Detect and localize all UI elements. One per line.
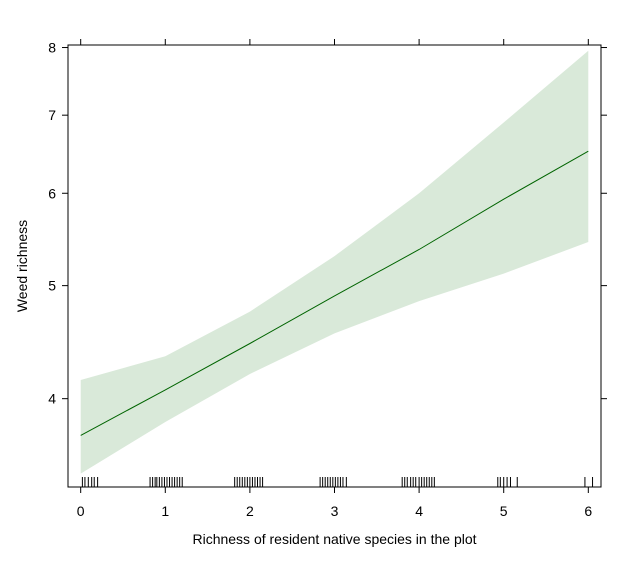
x-axis-ticks: 0 1 2 3 4 5 6 [77, 39, 592, 519]
x-tick-label: 1 [161, 503, 169, 519]
y-tick-label: 8 [48, 40, 56, 56]
y-axis-label: Weed richness [14, 220, 30, 312]
y-tick-label: 6 [48, 185, 56, 201]
x-tick-label: 0 [77, 503, 85, 519]
y-tick-label: 5 [48, 278, 56, 294]
x-tick-label: 3 [331, 503, 339, 519]
x-axis-label: Richness of resident native species in t… [192, 531, 476, 547]
rug-marks [81, 477, 594, 487]
y-tick-label: 4 [48, 391, 56, 407]
confidence-band [80, 50, 589, 474]
y-tick-label: 7 [48, 107, 56, 123]
x-tick-label: 2 [246, 503, 254, 519]
x-tick-label: 4 [415, 503, 423, 519]
x-tick-label: 5 [500, 503, 508, 519]
fit-line [80, 150, 589, 436]
y-axis-ticks: 4 5 6 7 8 [48, 40, 607, 407]
x-tick-label: 6 [584, 503, 592, 519]
